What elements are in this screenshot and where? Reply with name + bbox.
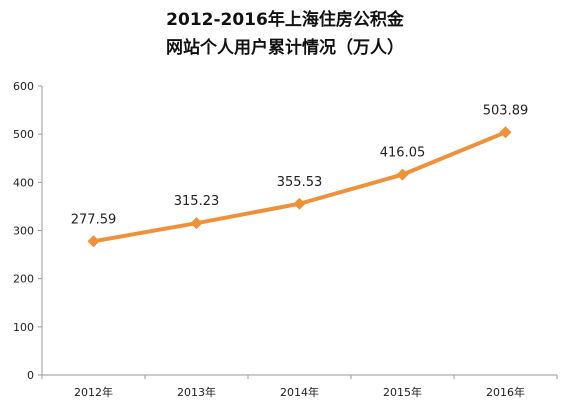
x-tick-label: 2012年	[74, 385, 113, 399]
y-tick-label: 600	[13, 80, 34, 93]
series	[87, 126, 512, 248]
y-tick-label: 400	[13, 176, 34, 189]
x-tick-label: 2015年	[383, 385, 422, 399]
x-axis-ticks: 2012年 2013年 2014年 2015年 2016年	[41, 375, 558, 399]
data-point-marker	[396, 168, 409, 181]
data-label: 503.89	[483, 103, 529, 118]
y-tick-label: 200	[13, 273, 34, 286]
data-label: 277.59	[71, 212, 117, 227]
chart-title-line-2: 网站个人用户累计情况（万人）	[166, 38, 404, 58]
data-labels: 277.59 315.23 355.53 416.05 503.89	[71, 103, 529, 227]
data-point-marker	[293, 197, 306, 210]
y-tick-label: 500	[13, 128, 34, 141]
data-point-marker	[87, 235, 100, 248]
y-axis-ticks: 0 100 200 300 400 500 600	[13, 80, 42, 382]
axes	[41, 86, 557, 376]
y-tick-label: 0	[27, 369, 34, 382]
chart-title-line-1: 2012-2016年上海住房公积金	[166, 10, 404, 30]
y-tick-label: 100	[13, 321, 34, 334]
x-tick-label: 2013年	[177, 385, 216, 399]
data-label: 416.05	[380, 146, 426, 161]
data-point-marker	[190, 217, 203, 230]
data-point-marker	[499, 126, 512, 139]
chart-title: 2012-2016年上海住房公积金 网站个人用户累计情况（万人）	[0, 6, 570, 62]
x-tick-label: 2016年	[486, 385, 525, 399]
y-tick-label: 300	[13, 225, 34, 238]
data-label: 355.53	[277, 175, 323, 190]
x-tick-label: 2014年	[280, 385, 319, 399]
data-label: 315.23	[174, 194, 220, 209]
